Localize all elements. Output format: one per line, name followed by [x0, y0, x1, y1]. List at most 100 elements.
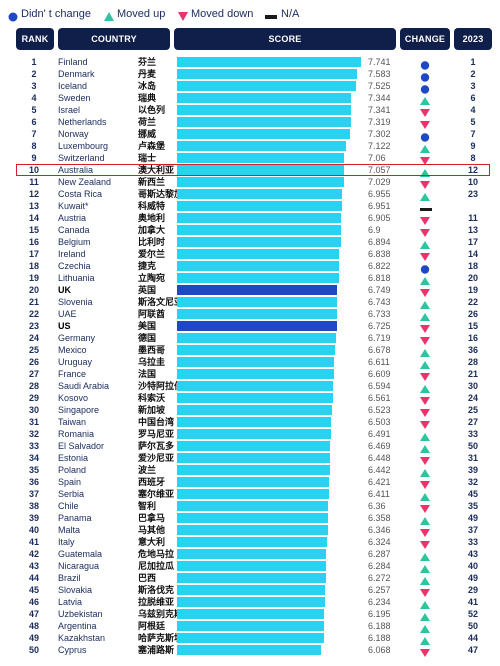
green-triangle-up-icon — [420, 142, 430, 153]
green-triangle-up-icon — [420, 430, 430, 441]
country-label: Panama — [58, 513, 92, 523]
table-row: 9 Switzerland 瑞士 7.06 8 — [0, 152, 500, 165]
red-triangle-down-icon — [420, 586, 430, 597]
table-row: 11 New Zealand 新西兰 7.029 10 — [0, 176, 500, 189]
table-row: 21 Slovenia 斯洛文尼亚 6.743 22 — [0, 296, 500, 309]
green-triangle-up-icon — [420, 562, 430, 573]
score-value-label: 6.188 — [368, 633, 391, 643]
table-row: 20 UK 英国 6.749 19 — [0, 284, 500, 297]
red-triangle-down-icon — [420, 226, 430, 237]
score-value-label: 6.9 — [368, 225, 381, 235]
country-chinese-label: 墨西哥 — [138, 345, 166, 355]
red-triangle-down-icon — [420, 406, 430, 417]
country-chinese-label: 荷兰 — [138, 117, 157, 127]
score-bar — [177, 489, 330, 499]
country-chinese-label: 捷克 — [138, 261, 157, 271]
score-bar — [177, 321, 337, 331]
rank-label: 11 — [29, 177, 39, 187]
country-chinese-label: 危地马拉 — [138, 549, 175, 559]
country-chinese-label: 美国 — [138, 321, 157, 331]
rank-label: 9 — [31, 153, 37, 163]
rank-2023-label: 2 — [470, 69, 476, 79]
rank-2023-label: 12 — [467, 165, 478, 175]
score-bar — [177, 405, 332, 415]
rank-label: 34 — [28, 453, 39, 463]
score-value-label: 6.257 — [368, 585, 391, 595]
score-value-label: 6.818 — [368, 273, 391, 283]
green-triangle-up-icon — [420, 610, 430, 621]
score-value-label: 6.188 — [368, 621, 391, 631]
rank-label: 15 — [28, 225, 39, 235]
country-chinese-label: 以色列 — [138, 105, 166, 115]
rank-label: 18 — [28, 261, 39, 271]
country-chinese-label: 阿联酋 — [138, 309, 166, 319]
table-row: 14 Austria 奥地利 6.905 11 — [0, 212, 500, 225]
green-triangle-up-icon — [420, 598, 430, 609]
country-label: El Salvador — [58, 441, 105, 451]
score-bar — [177, 369, 334, 379]
dash-icon — [265, 9, 277, 27]
country-chinese-label: 斯洛伐克 — [138, 585, 175, 595]
score-bar — [177, 273, 339, 283]
country-label: Uruguay — [58, 357, 93, 367]
table-row: 38 Chile 智利 6.36 35 — [0, 500, 500, 513]
score-bar — [177, 213, 341, 223]
country-label: Lithuania — [58, 273, 95, 283]
score-value-label: 6.448 — [368, 453, 391, 463]
table-row: 12 Costa Rica 哥斯达黎加 6.955 23 — [0, 188, 500, 201]
green-triangle-up-icon — [420, 514, 430, 525]
score-bar — [177, 561, 326, 571]
red-triangle-down-icon — [420, 178, 430, 189]
country-label: Chile — [58, 501, 79, 511]
country-label: Germany — [58, 333, 96, 343]
header-rank: RANK — [16, 28, 54, 50]
rank-label: 19 — [28, 273, 39, 283]
rank-label: 27 — [28, 369, 39, 379]
table-row: 46 Latvia 拉脱维亚 6.234 41 — [0, 596, 500, 609]
score-value-label: 6.346 — [368, 525, 391, 535]
score-bar — [177, 345, 336, 355]
country-chinese-label: 塞尔维亚 — [138, 489, 175, 499]
rank-label: 30 — [28, 405, 39, 415]
table-row: 41 Italy 意大利 6.324 33 — [0, 536, 500, 549]
score-value-label: 7.057 — [368, 165, 391, 175]
country-label: Cyprus — [58, 645, 87, 655]
rank-2023-label: 26 — [467, 309, 478, 319]
country-chinese-label: 乌兹别克斯坦 — [138, 609, 188, 619]
table-row: 27 France 法国 6.609 21 — [0, 368, 500, 381]
country-chinese-label: 科威特 — [138, 201, 166, 211]
table-row: 35 Poland 波兰 6.442 39 — [0, 464, 500, 477]
rank-2023-label: 5 — [470, 117, 476, 127]
table-header: RANK COUNTRY SCORE CHANGE 2023 — [0, 28, 500, 50]
score-value-label: 6.749 — [368, 285, 391, 295]
table-row: 6 Netherlands 荷兰 7.319 5 — [0, 116, 500, 129]
score-value-label: 6.36 — [368, 501, 386, 511]
table-row: 3 Iceland 冰岛 7.525 3 — [0, 80, 500, 94]
rank-2023-label — [459, 200, 487, 212]
table-row: 17 Ireland 爱尔兰 6.838 14 — [0, 248, 500, 261]
red-triangle-down-icon — [420, 538, 430, 549]
rank-2023-label: 33 — [467, 429, 478, 439]
rank-label: 49 — [28, 633, 39, 643]
rank-2023-label: 19 — [467, 285, 478, 295]
score-value-label: 6.611 — [368, 357, 390, 367]
table-row: 10 Australia 澳大利亚 7.057 12 — [0, 164, 500, 177]
score-value-label: 6.503 — [368, 417, 391, 427]
country-label: Latvia — [58, 597, 83, 607]
rank-label: 42 — [28, 549, 39, 559]
green-triangle-up-icon — [420, 94, 430, 105]
score-bar — [177, 429, 331, 439]
rank-label: 16 — [28, 237, 39, 247]
rank-2023-label: 9 — [470, 141, 476, 151]
country-chinese-label: 奥地利 — [138, 213, 166, 223]
score-value-label: 7.319 — [368, 117, 391, 127]
green-triangle-up-icon — [420, 382, 430, 393]
rank-label: 13 — [28, 201, 39, 211]
table-row: 18 Czechia 捷克 6.822 18 — [0, 260, 500, 274]
rank-label: 26 — [28, 357, 39, 367]
rank-label: 43 — [28, 561, 39, 571]
rank-label: 21 — [28, 297, 39, 307]
rank-label: 36 — [28, 477, 39, 487]
country-chinese-label: 英国 — [138, 285, 157, 295]
score-value-label: 7.122 — [368, 141, 391, 151]
